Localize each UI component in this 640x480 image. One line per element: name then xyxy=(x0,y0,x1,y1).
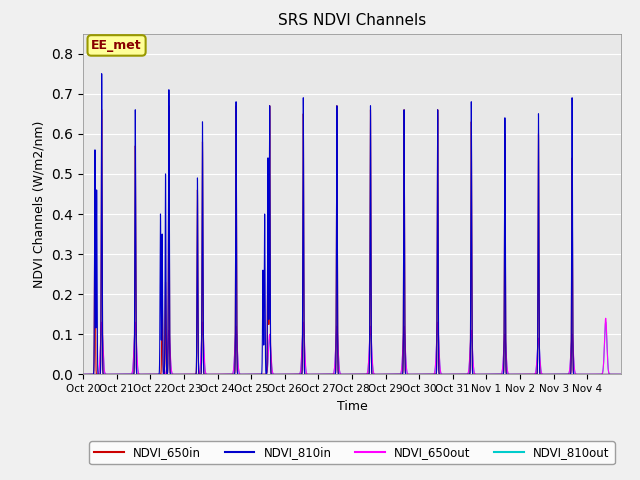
NDVI_650in xyxy=(266,103,273,108)
NDVI_810out xyxy=(602,319,609,325)
NDVI_650in xyxy=(483,372,490,377)
NDVI_810out xyxy=(516,372,524,377)
NDVI_650in xyxy=(113,372,121,377)
NDVI_810out xyxy=(617,372,625,377)
Line: NDVI_650in: NDVI_650in xyxy=(83,106,621,374)
NDVI_810in xyxy=(537,372,545,377)
NDVI_810in xyxy=(617,372,625,377)
NDVI_650in xyxy=(617,372,625,377)
NDVI_810in xyxy=(113,372,121,377)
Legend: NDVI_650in, NDVI_810in, NDVI_650out, NDVI_810out: NDVI_650in, NDVI_810in, NDVI_650out, NDV… xyxy=(90,442,614,464)
NDVI_650out xyxy=(617,372,625,377)
NDVI_650out xyxy=(555,372,563,377)
NDVI_810in xyxy=(139,372,147,377)
Title: SRS NDVI Channels: SRS NDVI Channels xyxy=(278,13,426,28)
Line: NDVI_810out: NDVI_810out xyxy=(83,322,621,374)
NDVI_810in xyxy=(79,372,87,377)
NDVI_650out xyxy=(79,372,87,377)
NDVI_810in xyxy=(98,71,106,77)
NDVI_650out xyxy=(536,363,544,369)
X-axis label: Time: Time xyxy=(337,400,367,413)
NDVI_810out xyxy=(536,363,544,369)
NDVI_650out xyxy=(252,372,259,377)
NDVI_810out xyxy=(252,372,259,377)
NDVI_810in xyxy=(483,372,490,377)
Line: NDVI_810in: NDVI_810in xyxy=(83,74,621,374)
NDVI_810out xyxy=(139,372,147,377)
NDVI_650out xyxy=(516,372,524,377)
NDVI_650in xyxy=(555,372,563,377)
NDVI_650out xyxy=(139,372,147,377)
NDVI_810out xyxy=(483,372,490,377)
Line: NDVI_650out: NDVI_650out xyxy=(83,318,621,374)
NDVI_810in xyxy=(555,372,563,377)
NDVI_810in xyxy=(516,372,524,377)
NDVI_650out xyxy=(483,372,490,377)
NDVI_650in xyxy=(79,372,87,377)
Y-axis label: NDVI Channels (W/m2/nm): NDVI Channels (W/m2/nm) xyxy=(33,120,46,288)
NDVI_810in xyxy=(252,372,259,377)
NDVI_650out xyxy=(602,315,609,321)
NDVI_650in xyxy=(516,372,524,377)
NDVI_650in xyxy=(537,372,545,377)
NDVI_650in xyxy=(252,372,259,377)
NDVI_810out xyxy=(79,372,87,377)
NDVI_810out xyxy=(555,372,563,377)
NDVI_650in xyxy=(139,372,147,377)
Text: EE_met: EE_met xyxy=(92,39,142,52)
